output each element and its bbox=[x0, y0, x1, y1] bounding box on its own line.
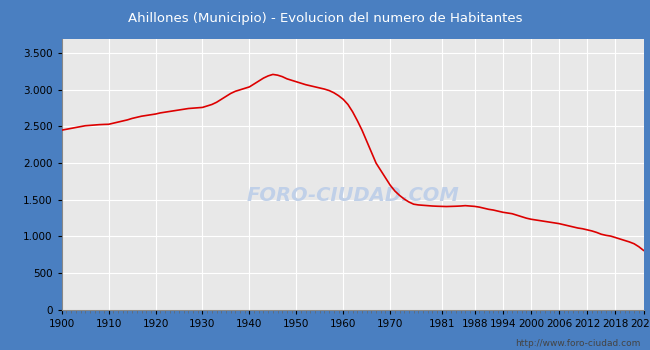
Text: Ahillones (Municipio) - Evolucion del numero de Habitantes: Ahillones (Municipio) - Evolucion del nu… bbox=[128, 12, 522, 25]
Text: http://www.foro-ciudad.com: http://www.foro-ciudad.com bbox=[515, 339, 640, 348]
Text: FORO-CIUDAD.COM: FORO-CIUDAD.COM bbox=[246, 186, 459, 205]
